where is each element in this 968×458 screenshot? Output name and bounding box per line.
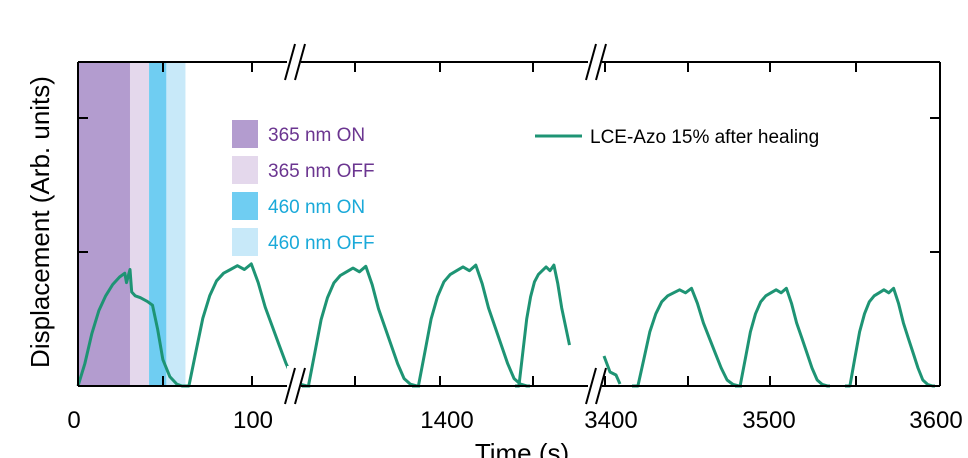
axis-break-slash-a-3 [585,367,597,405]
series-cycle-6 [845,286,935,388]
legend-swatch-3 [232,228,258,256]
shaded-regions [78,62,186,386]
x-tick-label-5: 3600 [909,407,962,434]
series-cycle-5 [735,286,830,388]
axis-breaks [284,42,607,406]
series-cycle-0 [302,264,420,388]
x-tick-label-0: 0 [67,407,80,434]
x-tick-label-1: 100 [233,407,273,434]
x-axis-title: Time (s) [475,438,569,458]
legend-swatch-2 [232,192,258,220]
legend-series-label-0: LCE-Azo 15% after healing [590,127,819,148]
legend-label-2: 460 nm ON [268,197,365,218]
legend-swatch-1 [232,156,258,184]
series-cycle-3 [602,355,622,385]
legend-label-3: 460 nm OFF [268,233,375,254]
shaded-region-0 [78,62,130,386]
series-layer [76,262,935,388]
x-tick-label-4: 3500 [742,407,795,434]
legend-label-1: 365 nm OFF [268,161,375,182]
x-tick-label-2: 1400 [420,407,473,434]
shaded-region-3 [166,62,186,386]
series-cycle-1 [412,263,530,388]
y-axis-title: Displacement (Arb. units) [25,76,55,368]
axis-break-slash-a-2 [585,43,597,81]
shaded-region-1 [129,62,150,386]
legend-label-0: 365 nm ON [268,125,365,146]
series-legend: LCE-Azo 15% after healing [535,127,819,148]
axis-break-slash-b-1 [294,367,306,405]
series-cycle-2 [515,263,571,388]
shading-legend: 365 nm ON 365 nm OFF 460 nm ON 460 nm OFF [232,120,375,256]
x-tick-label-3: 3400 [584,407,637,434]
x-tick-labels: 0 100 1400 3400 3500 3600 [67,407,962,434]
plot-frame [77,61,941,387]
axis-break-slash-b-3 [595,367,607,405]
legend-swatch-0 [232,120,258,148]
axis-break-slash-a-0 [284,43,296,81]
axis-break-slash-b-0 [294,43,306,81]
axis-break-slash-a-1 [284,367,296,405]
axis-break-slash-b-2 [595,43,607,81]
series-cycle-4 [632,286,742,388]
